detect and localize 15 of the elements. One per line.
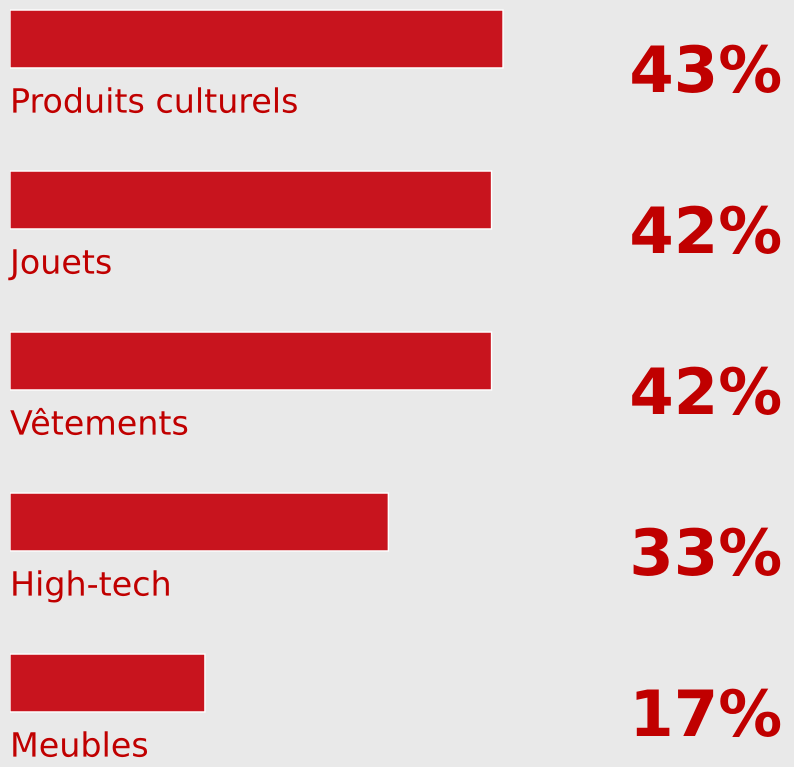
bar [10,653,206,713]
data-label: 42% [632,206,780,254]
y-tick-label: Jouets [8,249,111,280]
data-label: 42% [632,366,780,415]
bar [10,170,492,230]
y-tick-label: Meubles [13,731,148,758]
y-tick-label: Vêtements [10,408,188,436]
data-label: 33% [634,528,780,576]
data-label: 43% [632,44,780,93]
y-tick-label: High-tech [13,570,169,603]
y-tick-label: Produits culturels [13,87,297,114]
bar [10,9,504,69]
bar [10,492,390,552]
bar [10,331,492,391]
data-label: 17% [636,688,780,737]
